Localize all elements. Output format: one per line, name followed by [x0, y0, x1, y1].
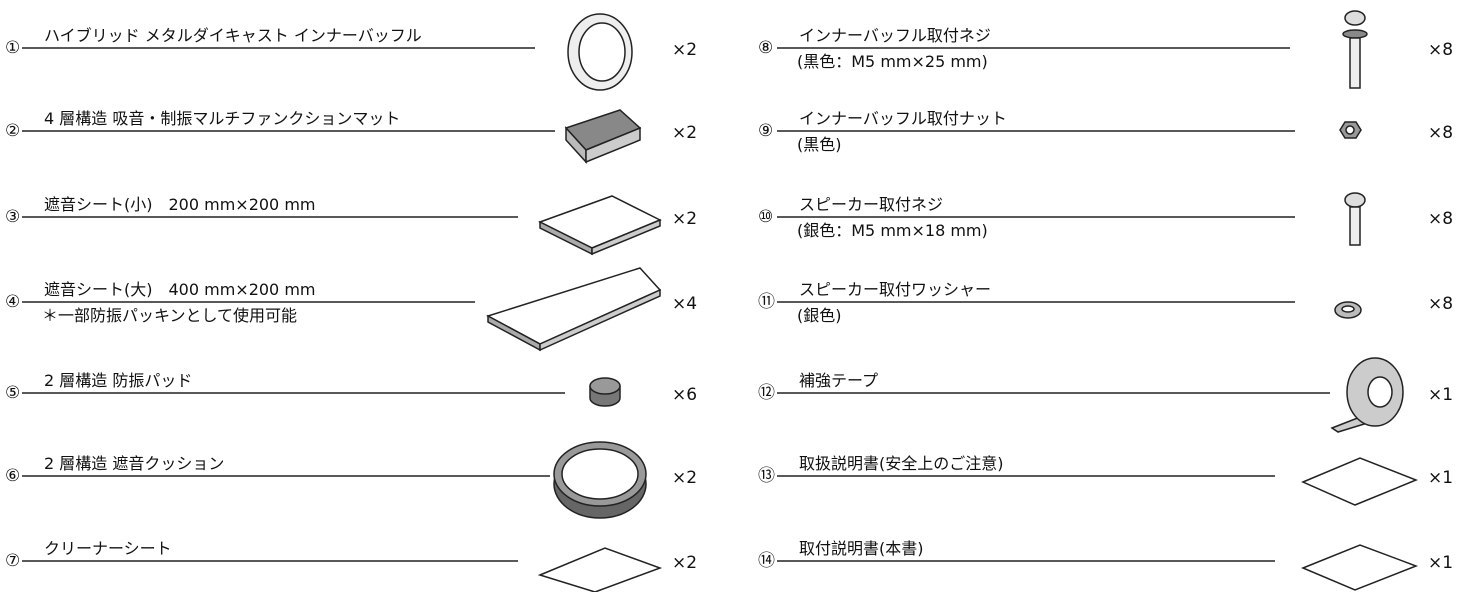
- item-name: スピーカー取付ワッシャー: [799, 280, 992, 299]
- item-quantity: ×8: [1428, 209, 1454, 229]
- item-quantity: ×2: [672, 553, 698, 573]
- item-note: (銀色：M5 mm×18 mm): [797, 221, 988, 240]
- item-quantity: ×1: [1428, 468, 1454, 488]
- item-number: ⑤: [5, 383, 21, 403]
- item-name: 4 層構造 吸音・制振マルチファンクションマット: [44, 109, 401, 128]
- item-quantity: ×8: [1428, 123, 1454, 143]
- item-number: ⑫: [758, 383, 775, 403]
- item-quantity: ×2: [672, 123, 698, 143]
- item-number: ⑦: [5, 551, 21, 571]
- item-number: ②: [5, 121, 21, 141]
- item-number: ⑩: [758, 207, 774, 227]
- baffle-icon: [567, 13, 633, 91]
- item-number: ⑬: [758, 466, 775, 486]
- item-number: ⑧: [758, 38, 774, 58]
- item-name: インナーバッフル取付ネジ: [799, 26, 991, 45]
- item-number: ④: [5, 292, 21, 312]
- item-name: 2 層構造 防振パッド: [44, 371, 193, 390]
- item-number: ⑪: [758, 292, 775, 312]
- item-name: 遮音シート(小) 200 mm×200 mm: [44, 195, 316, 214]
- screw-long-icon: [1342, 10, 1368, 89]
- item-name: クリーナーシート: [44, 539, 172, 558]
- item-number: ③: [5, 207, 21, 227]
- item-name: ハイブリッド メタルダイキャスト インナーバッフル: [44, 26, 422, 45]
- item-quantity: ×1: [1428, 553, 1454, 573]
- item-name: 遮音シート(大) 400 mm×200 mm: [44, 280, 316, 299]
- item-name: 補強テープ: [799, 371, 879, 390]
- item-number: ①: [5, 38, 21, 58]
- sheet-small-icon: [538, 195, 662, 256]
- item-note: (銀色): [797, 306, 842, 325]
- item-note: (黒色): [797, 135, 842, 154]
- pad-icon: [589, 377, 621, 407]
- washer-icon: [1334, 301, 1362, 319]
- item-name: 2 層構造 遮音クッション: [44, 454, 225, 473]
- item-quantity: ×2: [672, 209, 698, 229]
- cleaner-sheet-icon: [537, 547, 663, 592]
- manual-icon-1: [1301, 457, 1419, 506]
- item-quantity: ×2: [672, 468, 698, 488]
- item-name: 取扱説明書(安全上のご注意): [799, 454, 1004, 473]
- item-quantity: ×6: [672, 385, 698, 405]
- item-number: ⑭: [758, 551, 775, 571]
- item-note: ＊一部防振パッキンとして使用可能: [42, 306, 298, 325]
- sheet-large-icon: [486, 267, 662, 352]
- item-name: インナーバッフル取付ナット: [799, 109, 1007, 128]
- item-quantity: ×1: [1428, 385, 1454, 405]
- item-quantity: ×4: [672, 294, 698, 314]
- cushion-icon: [553, 441, 647, 519]
- item-quantity: ×2: [672, 40, 698, 60]
- item-name: 取付説明書(本書): [799, 539, 924, 558]
- tape-icon: [1330, 357, 1404, 433]
- item-quantity: ×8: [1428, 294, 1454, 314]
- mat-icon: [564, 109, 642, 164]
- item-quantity: ×8: [1428, 40, 1454, 60]
- screw-short-icon: [1344, 192, 1366, 246]
- nut-icon: [1339, 121, 1362, 139]
- manual-icon-2: [1301, 544, 1419, 591]
- item-name: スピーカー取付ネジ: [799, 195, 944, 214]
- item-note: (黒色：M5 mm×25 mm): [797, 52, 988, 71]
- item-number: ⑨: [758, 121, 774, 141]
- item-number: ⑥: [5, 466, 21, 486]
